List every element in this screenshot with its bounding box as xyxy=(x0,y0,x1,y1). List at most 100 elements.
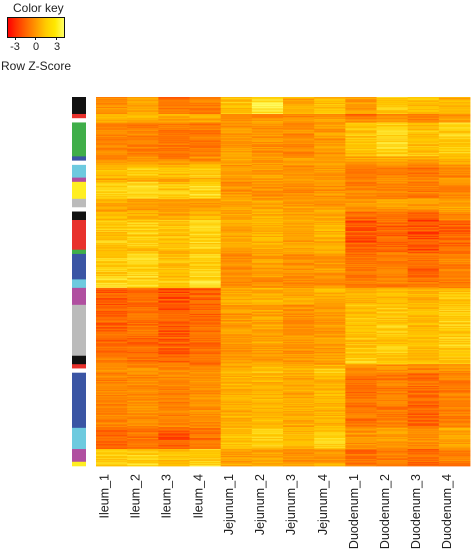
heatmap-cell xyxy=(189,276,222,279)
heatmap-cell xyxy=(376,361,409,363)
heatmap-cell xyxy=(220,358,253,360)
heatmap-cell xyxy=(376,110,409,112)
heatmap-cell xyxy=(345,428,377,430)
heatmap-cell xyxy=(283,447,315,449)
heatmap-cell xyxy=(438,434,471,436)
heatmap-cell xyxy=(96,337,128,339)
heatmap-cell xyxy=(407,102,440,104)
heatmap-cell xyxy=(127,208,159,210)
heatmap-cell xyxy=(220,421,253,423)
heatmap-cell xyxy=(220,311,253,313)
heatmap-cell xyxy=(189,390,222,392)
heatmap-cell xyxy=(314,272,346,274)
heatmap-cell xyxy=(283,132,315,134)
heatmap-cell xyxy=(189,171,222,173)
heatmap-cell xyxy=(158,398,190,401)
heatmap-cell xyxy=(314,441,346,443)
heatmap-cell xyxy=(438,235,471,237)
heatmap-cell xyxy=(314,443,346,445)
heatmap-cell xyxy=(220,284,253,286)
heatmap-cell xyxy=(407,150,440,152)
heatmap-cell xyxy=(189,231,222,234)
heatmap-cell xyxy=(407,364,440,366)
heatmap-cell xyxy=(158,363,190,365)
heatmap-cell xyxy=(407,224,440,226)
heatmap-cell xyxy=(376,395,409,397)
heatmap-cell xyxy=(407,97,440,100)
heatmap-cell xyxy=(96,108,128,110)
heatmap-cell xyxy=(158,169,190,172)
heatmap-cell xyxy=(407,435,440,437)
heatmap-cell xyxy=(189,253,222,255)
heatmap-cell xyxy=(345,264,377,267)
heatmap-cell xyxy=(189,365,222,367)
heatmap-cell xyxy=(189,143,222,145)
heatmap-cell xyxy=(407,382,440,384)
heatmap-cell xyxy=(251,397,284,399)
heatmap-cell xyxy=(158,231,190,233)
heatmap-cell xyxy=(283,259,315,261)
heatmap-cell xyxy=(158,230,190,232)
heatmap-cell xyxy=(283,148,315,150)
heatmap-cell xyxy=(345,393,377,396)
heatmap-cell xyxy=(407,336,440,338)
heatmap-cell xyxy=(438,390,471,392)
heatmap-cell xyxy=(127,415,159,418)
heatmap-cell xyxy=(96,157,128,159)
heatmap-cell xyxy=(251,149,284,151)
heatmap-cell xyxy=(376,147,409,150)
heatmap-cell xyxy=(314,288,346,290)
heatmap-cell xyxy=(407,195,440,197)
heatmap-cell xyxy=(251,287,284,289)
heatmap-cell xyxy=(438,399,471,402)
heatmap-cell xyxy=(438,441,471,443)
heatmap-cell xyxy=(314,446,346,448)
heatmap-cell xyxy=(96,241,128,243)
heatmap-cell xyxy=(189,97,222,99)
heatmap-cell xyxy=(345,100,377,102)
heatmap-cell xyxy=(96,153,128,156)
heatmap-cell xyxy=(345,281,377,284)
heatmap-cell xyxy=(251,254,284,257)
heatmap-cell xyxy=(407,269,440,271)
heatmap-cell xyxy=(220,331,253,333)
heatmap-cell xyxy=(251,279,284,281)
heatmap-cell xyxy=(314,396,346,398)
heatmap-cell xyxy=(220,155,253,157)
heatmap-cell xyxy=(158,345,190,347)
heatmap-cell xyxy=(407,348,440,351)
heatmap-cell xyxy=(314,276,346,279)
color-key-gradient xyxy=(7,17,65,38)
heatmap-cell xyxy=(127,343,159,345)
heatmap-cell xyxy=(220,316,253,318)
heatmap-cell xyxy=(376,359,409,362)
heatmap-cell xyxy=(251,426,284,428)
heatmap-cell xyxy=(376,140,409,142)
heatmap-cell xyxy=(438,230,471,232)
heatmap-cell xyxy=(407,186,440,188)
heatmap-cell xyxy=(407,157,440,159)
heatmap-cell xyxy=(251,192,284,194)
heatmap-cell xyxy=(376,266,409,268)
heatmap-cell xyxy=(96,397,128,399)
heatmap-cell xyxy=(376,335,409,337)
heatmap-cell xyxy=(220,399,253,402)
heatmap-cell xyxy=(407,410,440,412)
heatmap-cell xyxy=(314,407,346,409)
heatmap-cell xyxy=(158,370,190,372)
heatmap-cell xyxy=(220,278,253,280)
heatmap-cell xyxy=(251,319,284,321)
heatmap-cell xyxy=(158,131,190,134)
heatmap-cell xyxy=(345,203,377,206)
heatmap-cell xyxy=(314,164,346,167)
heatmap-cell xyxy=(438,146,471,148)
heatmap-cell xyxy=(345,309,377,312)
heatmap-cell xyxy=(438,236,471,238)
heatmap-cell xyxy=(158,209,190,212)
heatmap-cell xyxy=(158,119,190,122)
heatmap-cell xyxy=(376,151,409,153)
heatmap-cell xyxy=(314,238,346,240)
heatmap-cell xyxy=(314,216,346,218)
heatmap-cell xyxy=(251,151,284,153)
heatmap-cell xyxy=(189,320,222,322)
